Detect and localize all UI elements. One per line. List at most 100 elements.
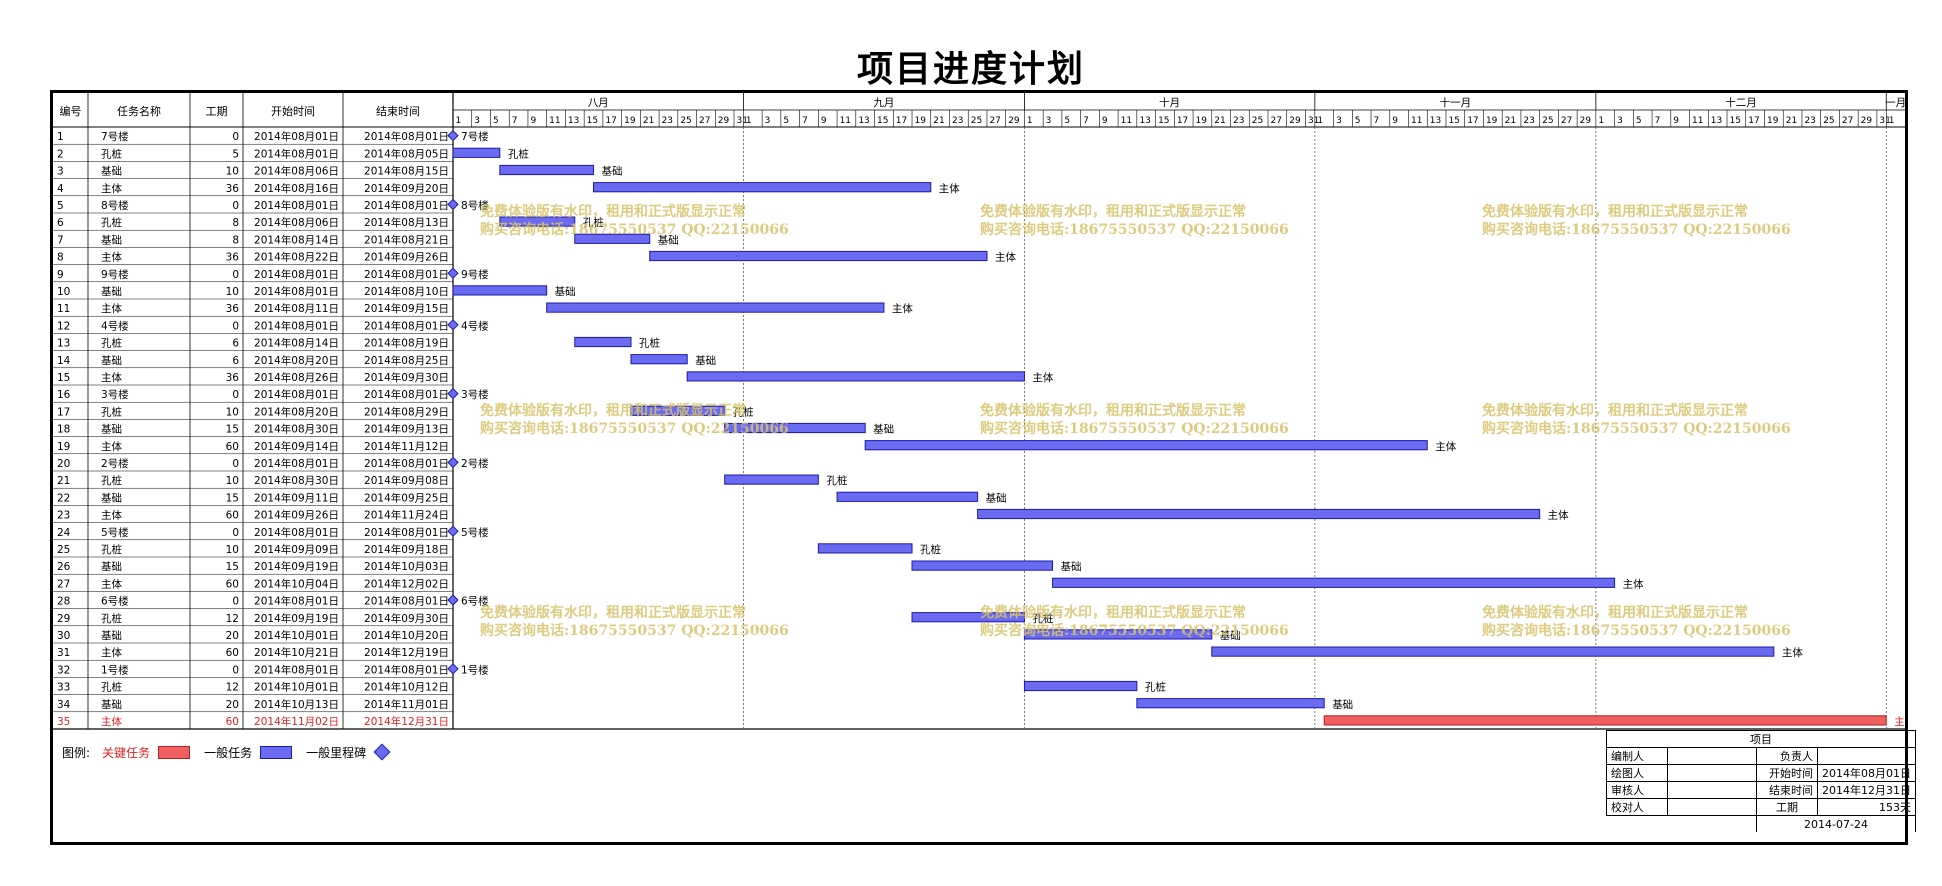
info-reviewer (1667, 781, 1757, 799)
row-duration: 20 (226, 699, 239, 711)
task-bar-label: 主体 (1548, 510, 1570, 522)
day-tick-label: 13 (568, 116, 579, 126)
day-tick-label: 13 (1139, 116, 1150, 126)
day-tick-label: 19 (1196, 116, 1208, 126)
task-bar (686, 371, 1025, 382)
task-bar (649, 250, 988, 262)
row-end: 2014年09月13日 (364, 423, 449, 436)
day-tick-label: 29 (1861, 116, 1873, 126)
row-duration: 0 (232, 320, 239, 332)
column-header-4: 结束时间 (376, 105, 420, 118)
milestone-marker (447, 267, 459, 279)
task-bar (630, 405, 726, 416)
row-id: 24 (57, 527, 71, 539)
row-id: 28 (57, 596, 70, 608)
day-tick-label: 17 (896, 116, 907, 126)
milestone-label: 1号楼 (461, 663, 489, 676)
row-task-name: 基础 (101, 423, 122, 436)
task-bar-label: 基础 (1332, 698, 1353, 711)
day-tick-label: 25 (1542, 116, 1553, 126)
task-bar (499, 164, 595, 176)
legend-milestone-label: 一般里程碑 (306, 745, 367, 760)
row-task-name: 1号楼 (101, 663, 129, 676)
row-task-name: 3号楼 (101, 388, 129, 401)
day-tick-label: 1 (1317, 116, 1323, 126)
day-tick-label: 27 (699, 116, 710, 126)
row-start: 2014年08月01日 (254, 147, 339, 160)
watermark-line1: 免费体验版有水印，租用和正式版显示正常 (480, 403, 746, 419)
row-end: 2014年08月01日 (364, 319, 449, 332)
day-tick-label: 27 (1842, 116, 1853, 126)
row-end: 2014年08月01日 (364, 663, 449, 676)
legend: 图例: 关键任务 一般任务 一般里程碑 (62, 740, 391, 764)
day-tick-label: 5 (1355, 116, 1361, 126)
task-bar (1023, 680, 1138, 692)
task-bar (630, 354, 688, 365)
day-tick-label: 7 (1374, 116, 1380, 126)
milestone-marker (447, 663, 459, 675)
row-id: 25 (57, 544, 70, 556)
task-bar (911, 560, 1054, 571)
legend-critical-label: 关键任务 (102, 745, 151, 760)
row-start: 2014年09月11日 (254, 491, 339, 504)
row-end: 2014年08月13日 (364, 216, 449, 229)
watermark: 免费体验版有水印，租用和正式版显示正常 购买咨询电话:18675550537 Q… (1482, 402, 1791, 438)
row-start: 2014年08月26日 (254, 371, 339, 384)
info-checker (1667, 798, 1757, 816)
info-drawer (1667, 764, 1757, 782)
info-checker-label: 校对人 (1606, 798, 1668, 816)
task-bar (911, 612, 1025, 623)
row-task-name: 基础 (101, 165, 122, 178)
critical-task-bar (1323, 715, 1887, 726)
day-tick-label: 29 (718, 116, 730, 126)
day-tick-label: 9 (1392, 116, 1398, 126)
row-task-name: 基础 (101, 491, 122, 504)
row-duration: 10 (226, 475, 239, 487)
row-end: 2014年08月05日 (364, 147, 449, 160)
day-tick-label: 5 (493, 116, 499, 126)
watermark: 免费体验版有水印，租用和正式版显示正常 购买咨询电话:18675550537 Q… (980, 203, 1289, 239)
row-duration: 8 (232, 217, 239, 229)
task-bar (836, 491, 979, 502)
row-end: 2014年08月15日 (364, 165, 449, 178)
row-start: 2014年09月09日 (254, 543, 339, 556)
row-task-name: 孔桩 (101, 681, 122, 694)
day-tick-label: 9 (530, 116, 536, 126)
row-duration: 0 (232, 458, 239, 470)
milestone-label: 9号楼 (461, 268, 489, 281)
watermark-line1: 免费体验版有水印，租用和正式版显示正常 (1482, 204, 1748, 220)
row-start: 2014年08月01日 (254, 457, 339, 470)
row-task-name: 孔桩 (101, 337, 122, 350)
row-end: 2014年12月02日 (364, 577, 449, 590)
day-tick-label: 17 (1467, 116, 1478, 126)
day-tick-label: 21 (933, 116, 944, 126)
row-id: 11 (57, 303, 70, 315)
watermark: 免费体验版有水印，租用和正式版显示正常 购买咨询电话:18675550537 Q… (1482, 604, 1791, 640)
project-info-table: 项目 编制人 负责人 绘图人 开始时间 2014年08月01日 审核人 结束时间… (1605, 730, 1917, 832)
task-bar-label: 孔桩 (508, 147, 529, 160)
row-end: 2014年09月15日 (364, 302, 449, 315)
month-label: 十二月 (1725, 96, 1757, 109)
task-bar-label: 孔桩 (583, 216, 604, 229)
task-bar-label: 主体 (995, 252, 1016, 264)
row-duration: 60 (226, 578, 239, 590)
row-start: 2014年08月06日 (254, 216, 339, 229)
watermark-line1: 免费体验版有水印，租用和正式版显示正常 (980, 605, 1246, 621)
milestone-label: 4号楼 (461, 319, 489, 332)
watermark: 免费体验版有水印，租用和正式版显示正常 购买咨询电话:18675550537 Q… (480, 203, 789, 239)
watermark: 免费体验版有水印，租用和正式版显示正常 购买咨询电话:18675550537 Q… (1482, 203, 1791, 239)
task-bar (574, 233, 651, 244)
info-drawer-label: 绘图人 (1606, 764, 1668, 782)
info-duration-label: 工期 (1756, 798, 1818, 816)
milestone-marker (447, 198, 459, 211)
row-task-name: 孔桩 (101, 147, 122, 160)
task-bar (817, 543, 913, 554)
day-tick-label: 15 (587, 116, 598, 126)
task-bar (864, 440, 1428, 451)
task-bar-label: 孔桩 (1145, 681, 1167, 694)
row-duration: 0 (232, 200, 239, 212)
row-id: 26 (57, 561, 71, 573)
month-label: 八月 (588, 97, 609, 109)
info-editor-label: 编制人 (1606, 747, 1668, 765)
